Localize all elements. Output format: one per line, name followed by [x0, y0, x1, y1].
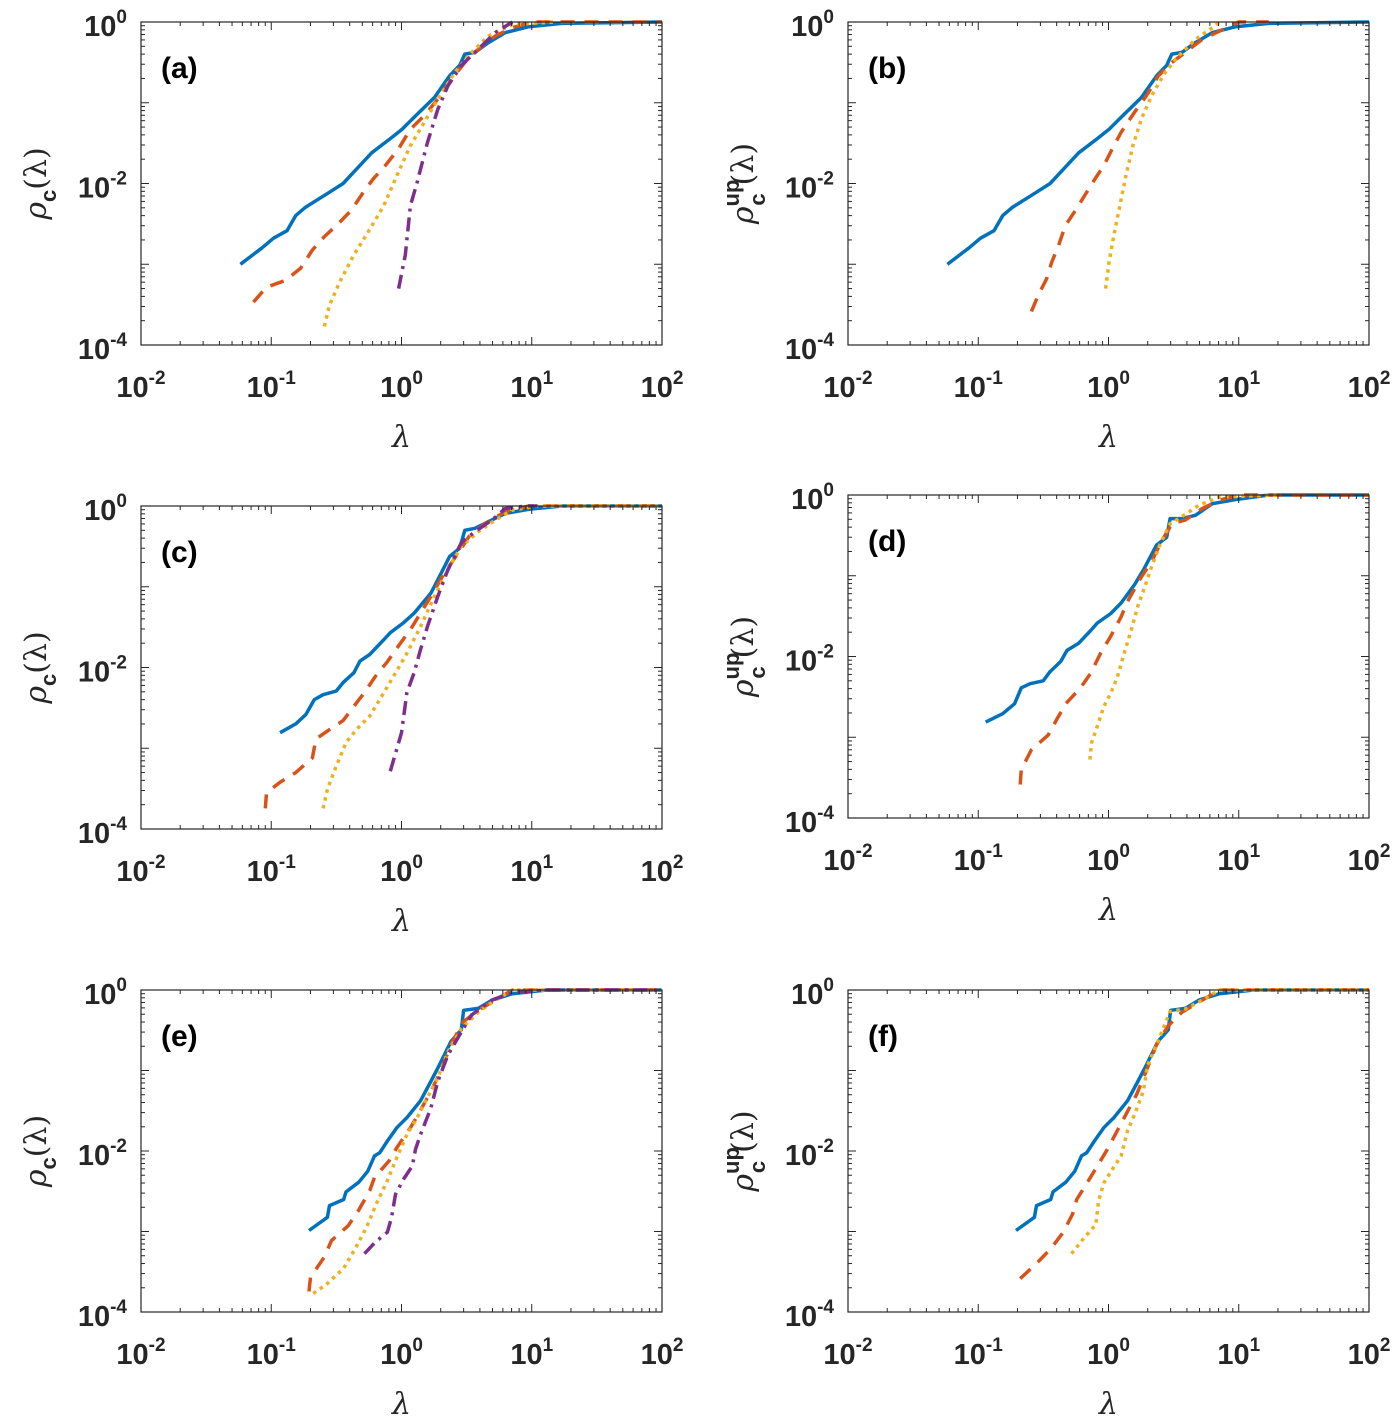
y-tick-label: 10-4: [78, 814, 128, 850]
y-axis-label: ρc(λ): [19, 631, 61, 704]
x-tick-label: 102: [641, 852, 684, 888]
series-line-dashed: [1019, 988, 1369, 1280]
x-tick-label: 101: [1217, 841, 1260, 877]
y-axis-label: ρupc(λ): [719, 616, 770, 698]
y-tick-label: 100: [84, 491, 127, 527]
series-line-dashed: [263, 504, 662, 809]
x-axis-label: λ: [1098, 1387, 1118, 1421]
panel-label: (c): [161, 536, 198, 569]
y-tick-label: 10-2: [785, 642, 834, 678]
y-tick-label: 10-2: [785, 169, 834, 205]
series-line-dotted: [1088, 493, 1277, 760]
x-tick-label: 10-1: [247, 368, 297, 404]
y-tick-label: 100: [791, 975, 834, 1011]
y-tick-label: 10-4: [785, 1297, 835, 1333]
y-tick-label: 100: [84, 975, 127, 1011]
series-line-solid: [239, 20, 662, 266]
series-line-solid: [984, 493, 1369, 724]
x-tick-label: 100: [380, 1335, 423, 1371]
x-tick-label: 10-2: [116, 1335, 165, 1371]
y-tick-label: 10-4: [785, 803, 835, 839]
y-axis-label: ρc(λ): [19, 147, 61, 220]
x-tick-label: 100: [380, 852, 423, 888]
x-tick-label: 102: [641, 1335, 684, 1371]
y-tick-label: 10-4: [785, 330, 835, 366]
plot-area: [848, 22, 1369, 345]
x-tick-label: 102: [1348, 1335, 1391, 1371]
x-axis-label: λ: [1098, 420, 1118, 455]
series-line-dashed: [307, 988, 662, 1292]
series-line-dashdot: [388, 504, 538, 772]
x-tick-label: 101: [1217, 368, 1260, 404]
y-tick-label: 100: [84, 7, 127, 43]
x-tick-label: 10-1: [954, 368, 1004, 404]
y-tick-label: 10-2: [78, 653, 127, 689]
plot-area: [141, 22, 662, 345]
x-tick-label: 10-1: [954, 841, 1004, 877]
y-axis-label: ρc(λ): [19, 1115, 61, 1188]
y-tick-label: 10-4: [78, 330, 128, 366]
y-tick-label: 10-2: [78, 1136, 127, 1172]
plot-area: [848, 990, 1369, 1312]
y-tick-label: 10-2: [78, 169, 127, 205]
x-tick-label: 10-2: [116, 368, 165, 404]
x-tick-label: 101: [510, 368, 553, 404]
x-tick-label: 100: [1087, 368, 1130, 404]
plot-area: [141, 506, 662, 829]
panel-label: (d): [868, 525, 906, 558]
x-tick-label: 10-2: [823, 368, 872, 404]
x-tick-label: 101: [510, 1335, 553, 1371]
x-tick-label: 100: [1087, 841, 1130, 877]
x-tick-label: 101: [1217, 1335, 1260, 1371]
series-line-dotted: [322, 20, 555, 327]
x-tick-label: 10-1: [247, 1335, 297, 1371]
x-tick-label: 10-1: [247, 852, 297, 888]
y-tick-label: 100: [791, 480, 834, 516]
series-line-dashdot: [363, 988, 662, 1255]
series-line-dashed: [1029, 20, 1269, 313]
panel-label: (a): [161, 52, 198, 85]
x-tick-label: 102: [641, 368, 684, 404]
x-axis-label: λ: [391, 420, 411, 455]
series-line-dashed: [1018, 493, 1369, 785]
panel-label: (b): [868, 52, 906, 85]
x-tick-label: 100: [1087, 1335, 1130, 1371]
y-axis-label: ρupc(λ): [719, 1110, 770, 1192]
x-tick-label: 101: [510, 852, 553, 888]
x-tick-label: 10-2: [116, 852, 165, 888]
x-axis-label: λ: [1098, 893, 1118, 928]
x-tick-label: 10-2: [823, 841, 872, 877]
y-tick-label: 100: [791, 7, 834, 43]
panel-label: (f): [868, 1020, 898, 1053]
y-tick-label: 10-2: [785, 1136, 834, 1172]
x-tick-label: 10-2: [823, 1335, 872, 1371]
x-tick-label: 102: [1348, 368, 1391, 404]
panel-label: (e): [161, 1020, 198, 1053]
x-axis-label: λ: [391, 1387, 411, 1421]
y-axis-label: ρupc(λ): [719, 143, 770, 225]
series-line-dashdot: [396, 20, 514, 289]
x-tick-label: 102: [1348, 841, 1391, 877]
series-line-dotted: [321, 504, 662, 809]
x-tick-label: 100: [380, 368, 423, 404]
plot-area: [848, 495, 1369, 818]
x-axis-label: λ: [391, 904, 411, 939]
x-tick-label: 10-1: [954, 1335, 1004, 1371]
series-line-dashed: [252, 20, 662, 304]
y-tick-label: 10-4: [78, 1297, 128, 1333]
